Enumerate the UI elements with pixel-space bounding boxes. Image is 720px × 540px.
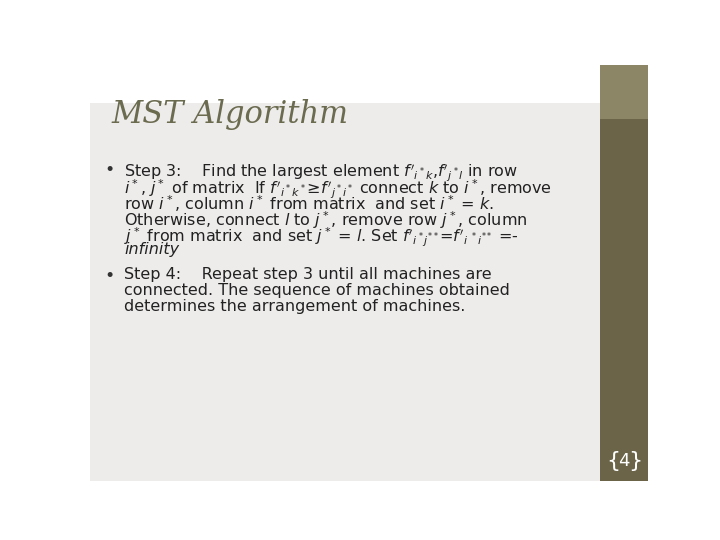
Text: determines the arrangement of machines.: determines the arrangement of machines. bbox=[124, 299, 465, 314]
Text: •: • bbox=[104, 267, 114, 285]
Text: $i^*$, $j^*$ of matrix  If $f'_{i^*k^*}\!\geq\!f'_{j^*i^*}$ connect $k$ to $i^*$: $i^*$, $j^*$ of matrix If $f'_{i^*k^*}\!… bbox=[124, 177, 552, 200]
Text: infinity: infinity bbox=[124, 242, 179, 257]
Text: •: • bbox=[104, 161, 114, 179]
Bar bbox=[90, 65, 600, 103]
Text: $j^*$ from matrix  and set $j^*$ = $l$. Set $f'_{i^*j^{**}}$=$f'_{i\ ^*i^{**}}$ : $j^*$ from matrix and set $j^*$ = $l$. S… bbox=[124, 226, 518, 249]
Bar bbox=[600, 65, 648, 481]
Text: connected. The sequence of machines obtained: connected. The sequence of machines obta… bbox=[124, 283, 510, 298]
Text: MST Algorithm: MST Algorithm bbox=[112, 99, 348, 131]
Text: Step 3:    Find the largest element $f'_{i^*k}$,$f'_{j^*l}$ in row: Step 3: Find the largest element $f'_{i^… bbox=[124, 161, 518, 183]
Text: }: } bbox=[628, 451, 642, 471]
Bar bbox=[600, 65, 648, 119]
Text: Otherwise, connect $l$ to $j^*$, remove row $j^*$, column: Otherwise, connect $l$ to $j^*$, remove … bbox=[124, 210, 528, 231]
Text: {: { bbox=[606, 451, 620, 471]
Text: 4: 4 bbox=[618, 453, 630, 470]
Text: row $i^*$, column $i^*$ from matrix  and set $i^*$ = $k$.: row $i^*$, column $i^*$ from matrix and … bbox=[124, 193, 494, 214]
Text: Step 4:    Repeat step 3 until all machines are: Step 4: Repeat step 3 until all machines… bbox=[124, 267, 492, 281]
